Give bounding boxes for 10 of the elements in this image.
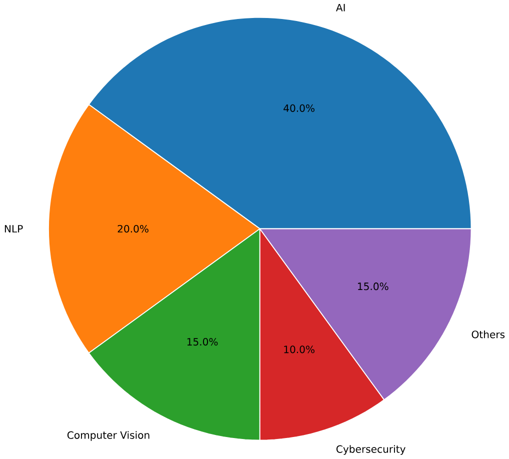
- data-label: 20.0%: [118, 225, 148, 233]
- slice-label: Computer Vision: [67, 431, 150, 441]
- slice-label: Cybersecurity: [336, 445, 406, 455]
- data-label: 15.0%: [358, 282, 388, 290]
- slice-label: AI: [336, 4, 345, 12]
- data-label: 40.0%: [284, 104, 314, 112]
- slice-label: NLP: [4, 225, 23, 233]
- data-label: 10.0%: [284, 346, 314, 354]
- data-label: 15.0%: [187, 338, 218, 346]
- slice-label: Others: [472, 330, 505, 338]
